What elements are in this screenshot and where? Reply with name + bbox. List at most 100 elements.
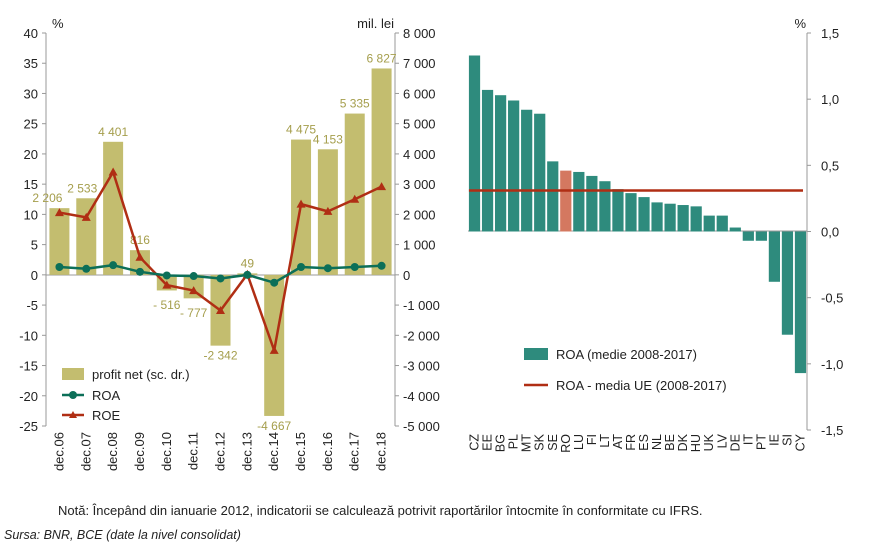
roa-country-bar [781,231,794,335]
left-y-tick-label: -15 [19,359,38,374]
legend-marker-roa [69,391,77,399]
roa-country-bar [794,231,807,374]
right-chart-x-tick-label: IE [767,434,781,446]
roa-country-bar [768,231,781,282]
right-chart-y-tick-label: -0,5 [821,291,843,306]
right-y-tick-label: 8 000 [403,26,436,41]
left-y-tick-label: 30 [24,86,38,101]
footnote: Notă: Începând din ianuarie 2012, indica… [58,503,703,518]
legend-marker-roe [69,411,77,418]
profit-data-label: 4 153 [313,132,343,146]
left-y-tick-label: 20 [24,147,38,162]
right-chart-x-tick-label: BG [494,434,508,452]
right-chart-x-tick-label: AT [611,434,625,449]
right-chart-x-tick-label: IT [741,434,755,445]
profit-data-label: 2 206 [32,191,62,205]
roa-country-bar [481,89,494,232]
roe-point [54,208,64,217]
roa-country-bar [573,171,585,232]
roe-point [216,306,225,315]
left-unit-label: % [52,16,64,31]
legend-swatch-profit [62,368,84,380]
right-chart-x-tick-label: PL [507,434,521,449]
left-y-tick-label: 15 [24,177,38,192]
left-y-tick-label: 0 [31,268,38,283]
roe-point [350,194,360,203]
roa-country-bar [716,215,728,232]
right-chart-x-tick-label: NL [650,434,664,450]
right-y-tick-label: 4 000 [403,147,436,162]
right-chart-x-tick-label: LU [572,434,586,450]
profit-data-label: -2 342 [203,349,237,363]
right-y-tick-label: 6 000 [403,86,436,101]
left-x-tick-label: dec.11 [186,432,201,470]
roe-point [81,212,91,221]
legend-label-roa-avg: ROA (medie 2008-2017) [556,347,697,362]
profit-bar [344,113,365,275]
right-y-tick-label: 0 [403,268,410,283]
roa-country-bar [625,193,637,232]
right-chart-x-tick-label: BE [663,434,677,451]
right-chart-x-tick-label: MT [520,434,534,452]
right-chart-x-tick-label: ES [637,434,651,451]
left-y-tick-label: 5 [31,238,38,253]
roe-point [189,286,199,295]
roa-point [55,262,64,271]
profit-data-label: -4 667 [257,419,291,433]
legend-label-eu-avg: ROA - media UE (2008-2017) [556,378,727,393]
roa-country-bar [664,203,676,232]
left-x-tick-label: dec.15 [293,432,308,471]
right-chart-x-tick-label: LT [598,434,612,448]
left-y-tick-label: -25 [19,419,38,434]
roa-point [377,261,386,270]
right-chart-x-tick-label: CY [793,433,807,451]
right-chart-y-tick-label: 1,0 [821,92,839,107]
profit-data-label: - 777 [180,306,208,320]
right-chart-x-tick-label: DK [676,433,690,451]
roa-point [109,261,118,270]
right-y-tick-label: -4 000 [403,389,440,404]
roa-country-bar [521,109,533,232]
roa-country-bar [508,100,520,232]
legend-swatch-roa-avg [524,348,548,360]
roa-point [135,267,144,276]
roa-country-bar [612,189,624,232]
right-chart-unit-label: % [794,16,806,31]
profit-data-label: 6 827 [367,51,397,65]
roe-point [269,345,279,354]
profit-bars [49,68,392,416]
roa-series [55,261,386,287]
right-chart: % 1,51,00,50,0-0,5-1,0-1,5 CZ EE BG PL MT SK S… [468,16,844,453]
profit-data-label: 49 [241,256,255,270]
right-chart-x-tick-label: UK [702,433,716,451]
right-y-tick-label: 7 000 [403,56,436,71]
left-x-tick-label: dec.14 [266,432,281,471]
roe-point [377,182,387,191]
right-y-tick-label: -3 000 [403,359,440,374]
left-x-tick-label: dec.08 [105,432,120,471]
right-chart-y-tick-label: 0,0 [821,225,839,240]
roa-point [189,272,198,281]
profit-data-label: 5 335 [340,97,370,111]
left-legend: profit net (sc. dr.) ROA ROE [62,367,190,423]
right-chart-x-tick-label: SE [546,434,560,451]
right-chart-x-tick-label: HU [689,434,703,452]
right-chart-y-tick-label: -1,5 [821,423,843,438]
left-y-tick-label: -10 [19,328,38,343]
profit-bar [129,250,150,275]
roa-country-bar [677,205,689,232]
roa-country-bar [586,175,598,232]
right-chart-x-tick-label: SK [533,433,547,450]
right-y-tick-label: -5 000 [403,419,440,434]
right-unit-label: mil. lei [357,16,394,31]
left-x-tick-label: dec.10 [159,432,174,471]
left-y-tick-label: 25 [24,117,38,132]
roa-country-bar [651,202,663,232]
source-note: Sursa: BNR, BCE (date la nivel consolida… [4,528,241,542]
left-y-tick-label: -20 [19,389,38,404]
right-chart-x-tick-label: EE [481,434,495,451]
roa-point [162,271,171,280]
roa-country-bar [742,231,754,241]
profit-bar [371,68,392,275]
